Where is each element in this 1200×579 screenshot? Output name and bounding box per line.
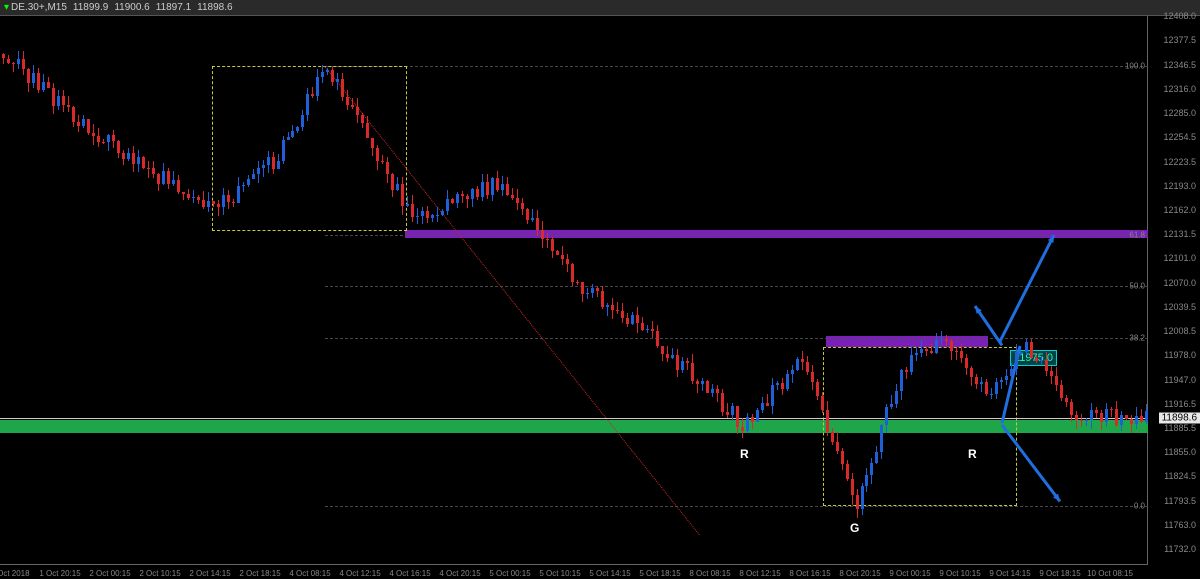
y-tick: 11885.5	[1164, 423, 1196, 433]
x-tick: 2 Oct 18:15	[239, 569, 280, 578]
fib-line	[325, 66, 1148, 67]
ohlc-h: 11900.6	[114, 0, 149, 15]
annotation-R: R	[968, 447, 977, 461]
y-tick: 12316.0	[1163, 84, 1196, 94]
ohlc-o: 11899.9	[73, 0, 108, 15]
y-axis: 12408.012377.512346.512316.012285.012254…	[1148, 16, 1200, 564]
x-tick: 8 Oct 16:15	[789, 569, 830, 578]
y-tick: 11855.0	[1164, 447, 1196, 457]
y-tick: 12162.0	[1163, 205, 1196, 215]
fib-line	[325, 286, 1148, 287]
x-tick: 8 Oct 08:15	[689, 569, 730, 578]
red-trend	[324, 66, 700, 535]
y-tick: 12101.0	[1163, 253, 1196, 263]
y-tick: 12408.0	[1163, 11, 1196, 21]
fib-line	[325, 506, 1148, 507]
x-tick: 4 Oct 16:15	[389, 569, 430, 578]
x-tick: 4 Oct 20:15	[439, 569, 480, 578]
y-tick: 12193.0	[1163, 181, 1196, 191]
ohlc-l: 11897.1	[156, 0, 191, 15]
x-tick: 2 Oct 00:15	[89, 569, 130, 578]
annotation-G: G	[850, 521, 859, 535]
y-tick: 12346.5	[1163, 60, 1196, 70]
symbol-label: DE.30+,M15	[11, 0, 67, 15]
x-tick: 8 Oct 12:15	[739, 569, 780, 578]
x-tick: 5 Oct 00:15	[489, 569, 530, 578]
y-tick: 11763.0	[1164, 520, 1196, 530]
fib-label: 0.0	[1134, 502, 1145, 511]
x-tick: 2 Oct 14:15	[189, 569, 230, 578]
y-tick: 11793.5	[1164, 496, 1196, 506]
x-tick: 8 Oct 20:15	[839, 569, 880, 578]
current-price-tag: 11898.6	[1159, 412, 1200, 423]
y-tick: 12223.5	[1163, 157, 1196, 167]
y-tick: 11732.0	[1164, 544, 1196, 554]
chart-window: ▾ DE.30+,M15 11899.9 11900.6 11897.1 118…	[0, 0, 1200, 579]
chart-header: ▾ DE.30+,M15 11899.9 11900.6 11897.1 118…	[0, 0, 1200, 16]
x-tick: 5 Oct 10:15	[539, 569, 580, 578]
y-tick: 11824.5	[1164, 471, 1196, 481]
y-tick: 12254.5	[1163, 132, 1196, 142]
x-tick: 9 Oct 10:15	[939, 569, 980, 578]
status-dot: ▾	[4, 0, 9, 15]
y-tick: 12008.5	[1163, 326, 1196, 336]
x-tick: 9 Oct 14:15	[989, 569, 1030, 578]
x-tick: 4 Oct 08:15	[289, 569, 330, 578]
x-tick: 5 Oct 18:15	[639, 569, 680, 578]
x-tick: 10 Oct 08:15	[1087, 569, 1133, 578]
x-tick: 1 Oct 20:15	[39, 569, 80, 578]
x-tick: 1 Oct 2018	[0, 569, 30, 578]
fib-label: 61.8	[1129, 230, 1145, 239]
fib-line	[325, 338, 1148, 339]
y-tick: 11947.0	[1164, 375, 1196, 385]
y-tick: 12070.0	[1163, 278, 1196, 288]
y-tick: 12131.5	[1163, 229, 1196, 239]
ohlc-c: 11898.6	[197, 0, 232, 15]
x-tick: 4 Oct 12:15	[339, 569, 380, 578]
x-tick: 2 Oct 10:15	[139, 569, 180, 578]
projection-arrow	[990, 225, 1064, 351]
x-tick: 9 Oct 00:15	[889, 569, 930, 578]
x-tick: 5 Oct 14:15	[589, 569, 630, 578]
x-tick: 9 Oct 18:15	[1039, 569, 1080, 578]
y-tick: 12039.5	[1163, 302, 1196, 312]
y-tick: 12285.0	[1163, 108, 1196, 118]
chart-plot[interactable]: 100.061.850.038.20.011975.0RRG	[0, 16, 1148, 564]
y-tick: 11916.5	[1164, 399, 1196, 409]
price-line	[0, 418, 1148, 419]
y-tick: 12377.5	[1163, 35, 1196, 45]
fib-label: 100.0	[1125, 62, 1145, 71]
fib-label: 50.0	[1129, 281, 1145, 290]
y-tick: 11978.0	[1164, 350, 1196, 360]
annotation-R: R	[740, 447, 749, 461]
x-axis: 1 Oct 2018 1 Oct 20:15 2 Oct 00:15 2 Oct 10…	[0, 564, 1148, 579]
fib-line	[325, 235, 1148, 236]
fib-label: 38.2	[1129, 333, 1145, 342]
